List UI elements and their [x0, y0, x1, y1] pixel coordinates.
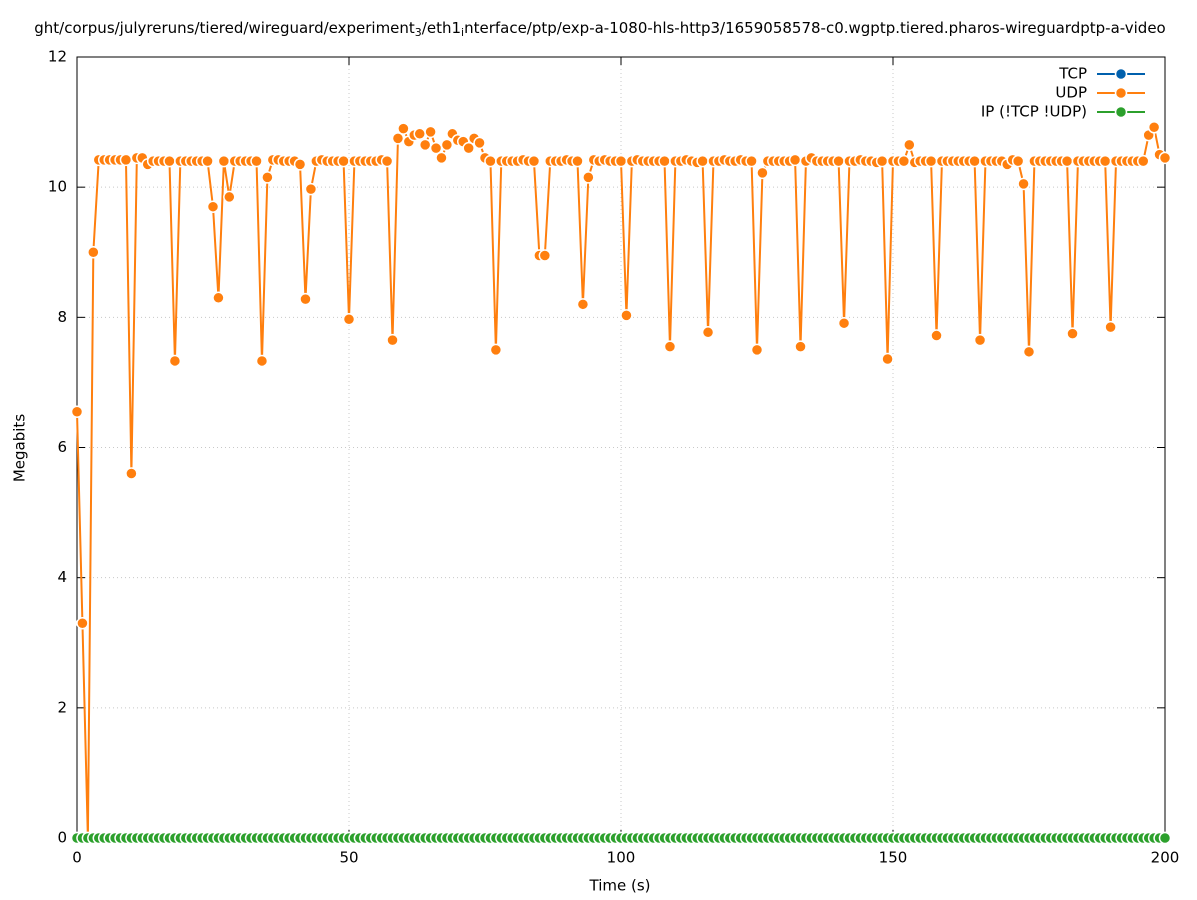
x-tick-label: 50	[339, 849, 358, 867]
title-subscript: i	[461, 26, 464, 39]
title-part: /eth1	[422, 19, 461, 37]
data-point	[582, 171, 595, 184]
data-point	[413, 127, 426, 141]
y-axis-label: Megabits	[11, 414, 29, 482]
y-tick-label: 2	[57, 698, 67, 716]
data-point	[1017, 177, 1030, 191]
y-tick-label: 6	[57, 438, 67, 456]
title-part: ght/corpus/julyreruns/tiered/wireguard/e…	[34, 19, 415, 37]
data-point	[435, 151, 448, 165]
data-point	[756, 166, 769, 180]
title-subscript: 3	[415, 26, 422, 39]
data-point	[658, 154, 671, 168]
data-point	[930, 329, 943, 342]
data-point	[832, 154, 845, 168]
data-point	[440, 138, 454, 152]
data-point	[614, 154, 628, 168]
data-point	[217, 154, 231, 168]
data-point	[304, 182, 318, 196]
data-point	[663, 340, 677, 353]
data-point	[429, 141, 443, 155]
data-point	[1011, 154, 1025, 168]
data-point	[1158, 151, 1172, 165]
data-point	[750, 343, 764, 357]
data-point	[261, 171, 274, 184]
y-tick-label: 10	[48, 178, 67, 196]
data-point	[293, 158, 307, 171]
title-part: nterface/ptp/exp-a-1080-hls-http3/165905…	[464, 19, 1166, 37]
data-point	[250, 154, 263, 168]
data-point	[973, 333, 987, 347]
legend-marker	[1114, 67, 1128, 81]
data-point	[163, 154, 176, 168]
data-point	[391, 132, 405, 145]
data-point	[337, 154, 350, 168]
data-point	[897, 154, 911, 168]
data-point	[1066, 327, 1079, 340]
data-point	[745, 154, 758, 168]
y-tick-label: 0	[57, 829, 67, 847]
data-point	[875, 154, 889, 168]
legend-label: UDP	[1055, 84, 1087, 102]
legend-label: TCP	[1058, 65, 1087, 83]
data-point	[1022, 345, 1036, 359]
data-point	[1098, 154, 1112, 168]
x-tick-label: 100	[607, 849, 636, 867]
data-point	[794, 340, 807, 353]
data-point	[576, 298, 590, 311]
data-point	[380, 154, 394, 168]
data-point	[342, 313, 356, 326]
legend-marker	[1114, 105, 1128, 119]
data-point	[386, 333, 399, 347]
data-point	[255, 354, 269, 368]
data-point	[489, 343, 503, 357]
y-tick-label: 4	[57, 568, 67, 586]
y-tick-label: 8	[57, 308, 67, 326]
data-point	[527, 154, 541, 168]
data-point	[620, 309, 633, 322]
data-point	[397, 122, 410, 135]
data-point	[462, 141, 475, 155]
data-point	[1147, 121, 1161, 134]
data-point	[1104, 320, 1117, 334]
data-point	[696, 154, 709, 168]
x-tick-label: 200	[1151, 849, 1180, 867]
legend-marker	[1114, 86, 1128, 100]
data-point	[168, 354, 182, 368]
data-point	[924, 154, 938, 168]
data-point	[1158, 831, 1172, 845]
data-point	[206, 200, 220, 213]
data-point	[968, 154, 981, 168]
data-point	[223, 190, 236, 204]
chart-title: ght/corpus/julyreruns/tiered/wireguard/e…	[34, 19, 1166, 40]
data-point	[788, 153, 802, 167]
data-point	[1060, 154, 1074, 168]
data-point	[87, 246, 100, 259]
data-point	[76, 616, 89, 630]
data-point	[201, 154, 214, 168]
y-tick-label: 12	[48, 48, 67, 66]
data-point	[484, 154, 497, 168]
data-point	[70, 405, 84, 418]
data-point	[418, 138, 432, 152]
data-point	[903, 138, 916, 152]
data-point	[881, 352, 894, 366]
legend-label: IP (!TCP !UDP)	[981, 103, 1087, 121]
data-point	[473, 136, 486, 150]
x-tick-label: 0	[72, 849, 82, 867]
data-point	[571, 154, 584, 168]
data-point	[538, 249, 552, 262]
data-point	[1136, 154, 1150, 168]
data-point	[212, 291, 225, 305]
data-point	[424, 125, 437, 139]
data-point	[125, 467, 138, 480]
data-point	[701, 326, 715, 339]
x-axis-label: Time (s)	[589, 877, 651, 895]
data-point	[299, 292, 312, 306]
data-point	[119, 153, 133, 167]
x-tick-label: 150	[879, 849, 908, 867]
data-point	[837, 316, 851, 330]
